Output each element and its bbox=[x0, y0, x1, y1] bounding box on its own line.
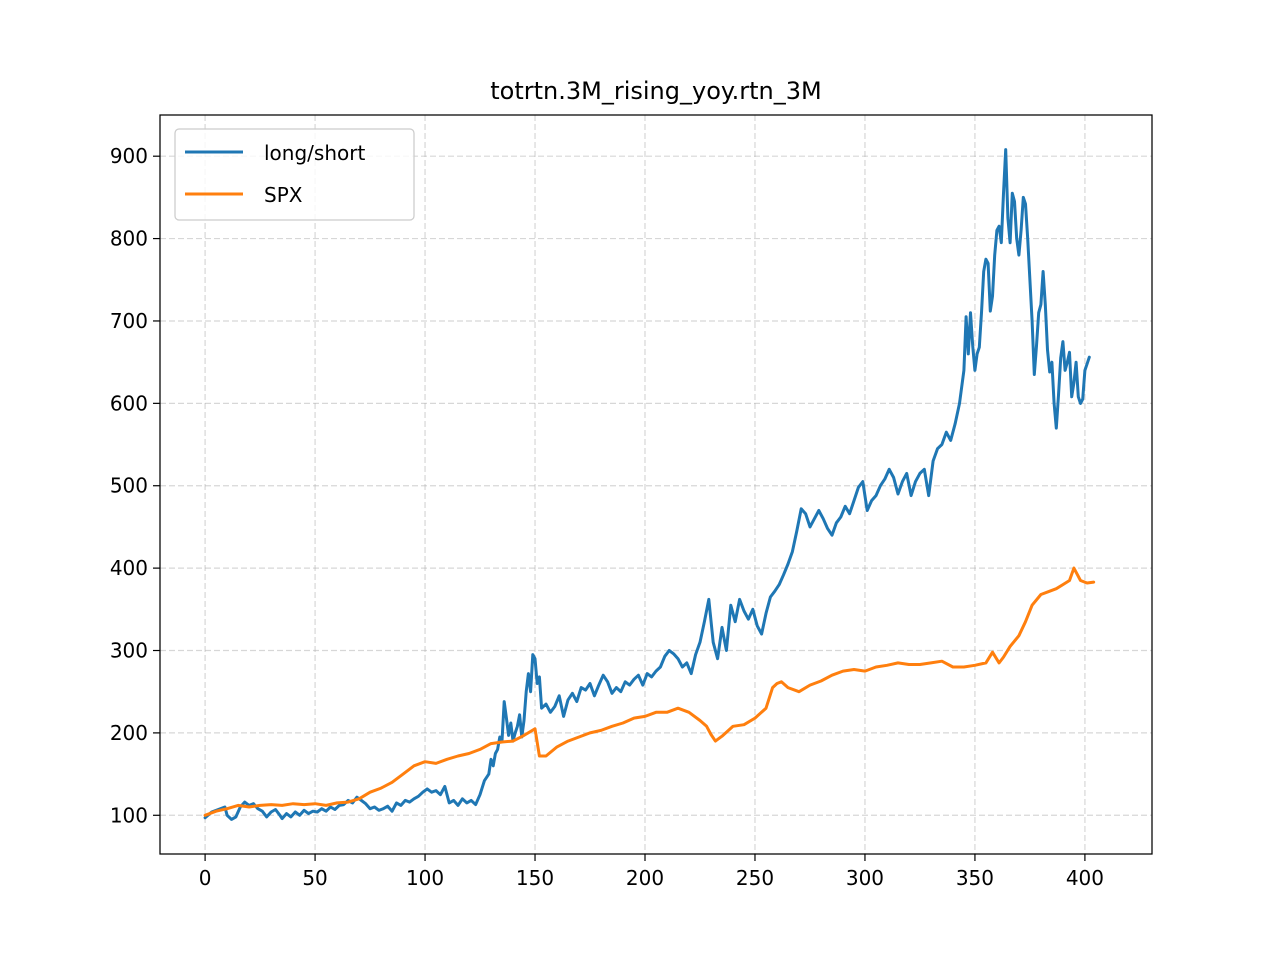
x-tick-label: 350 bbox=[956, 866, 994, 890]
x-tick-label: 250 bbox=[736, 866, 774, 890]
y-axis: 100 200 300 400 500 600 700 800 900 bbox=[110, 144, 160, 827]
y-tick-label: 600 bbox=[110, 391, 148, 415]
series-group bbox=[203, 148, 1096, 821]
x-tick-label: 50 bbox=[302, 866, 327, 890]
y-tick-label: 900 bbox=[110, 144, 148, 168]
series-line-long-short bbox=[203, 148, 1091, 821]
x-tick-label: 0 bbox=[199, 866, 212, 890]
series-line-spx bbox=[203, 566, 1096, 817]
legend: long/short SPX bbox=[174, 128, 415, 221]
plot-frame bbox=[159, 114, 1153, 855]
y-tick-label: 100 bbox=[110, 803, 148, 827]
x-tick-label: 150 bbox=[516, 866, 554, 890]
chart-title: totrtn.3M_rising_yoy.rtn_3M bbox=[490, 77, 822, 105]
y-tick-label: 400 bbox=[110, 556, 148, 580]
legend-label-long-short: long/short bbox=[264, 141, 365, 165]
y-tick-label: 800 bbox=[110, 227, 148, 251]
x-tick-label: 100 bbox=[406, 866, 444, 890]
y-tick-label: 300 bbox=[110, 639, 148, 663]
y-tick-label: 700 bbox=[110, 309, 148, 333]
x-tick-label: 400 bbox=[1066, 866, 1104, 890]
y-tick-label: 500 bbox=[110, 474, 148, 498]
legend-label-spx: SPX bbox=[264, 183, 303, 207]
x-tick-label: 300 bbox=[846, 866, 884, 890]
y-tick-label: 200 bbox=[110, 721, 148, 745]
x-axis: 0 50 100 150 200 250 300 350 400 bbox=[199, 854, 1104, 890]
x-tick-label: 200 bbox=[626, 866, 664, 890]
